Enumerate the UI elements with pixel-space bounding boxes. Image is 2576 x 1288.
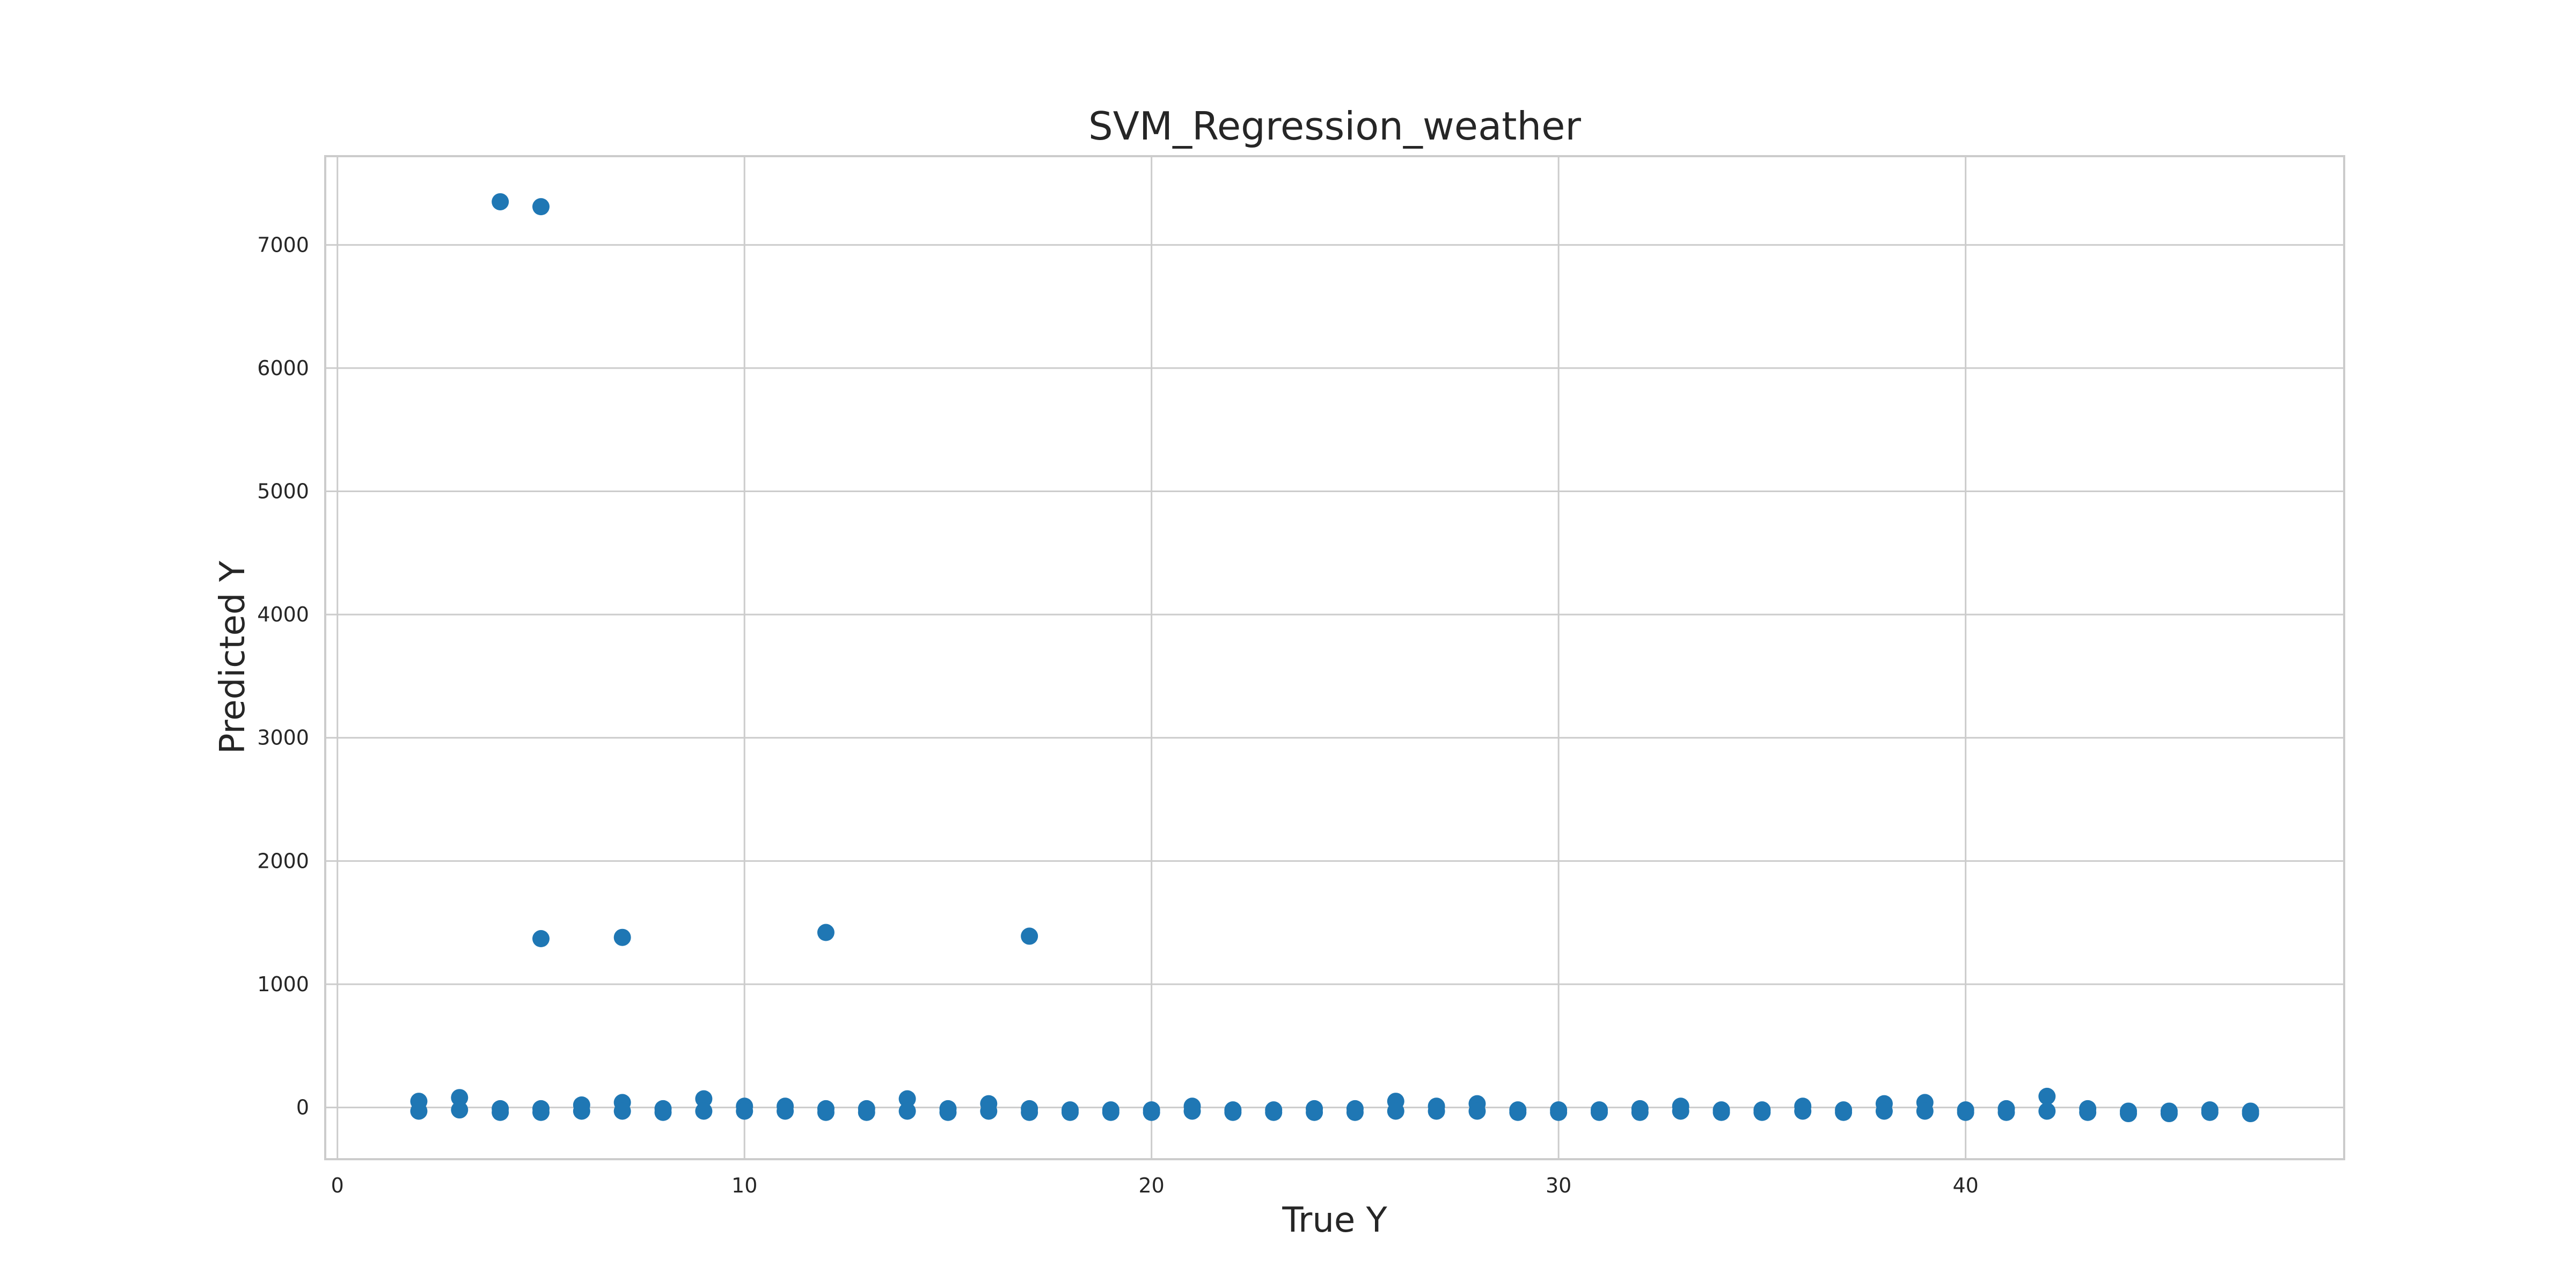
- y-tick-label: 4000: [257, 603, 309, 626]
- data-point: [1509, 1103, 1527, 1121]
- data-point: [817, 924, 835, 941]
- ticks-layer: 0 10 20 30 40 0 1000 2000 3000 4000 5000 6000 7000: [257, 233, 1979, 1197]
- data-point: [898, 1102, 916, 1120]
- data-point: [1794, 1102, 1812, 1120]
- y-tick-label: 5000: [257, 480, 309, 503]
- y-tick-label: 3000: [257, 726, 309, 750]
- data-point: [1061, 1103, 1079, 1121]
- y-tick-label: 2000: [257, 849, 309, 873]
- data-point: [2038, 1102, 2056, 1120]
- data-point: [1835, 1103, 1853, 1121]
- data-point: [1306, 1103, 1323, 1121]
- data-point: [532, 198, 550, 216]
- data-point: [2160, 1105, 2178, 1123]
- x-tick-label: 30: [1546, 1174, 1571, 1197]
- data-point: [1916, 1102, 1934, 1120]
- data-point: [736, 1102, 753, 1120]
- y-tick-label: 7000: [257, 233, 309, 257]
- data-point: [1550, 1103, 1568, 1121]
- data-point: [777, 1102, 794, 1120]
- data-point: [613, 928, 631, 946]
- y-axis-label: Predicted Y: [213, 560, 253, 754]
- data-point: [1387, 1102, 1404, 1120]
- data-point: [939, 1103, 957, 1121]
- data-point: [980, 1102, 998, 1120]
- grid-layer: [325, 156, 2344, 1159]
- points-layer: [410, 193, 2259, 1123]
- data-point: [1631, 1103, 1649, 1121]
- data-point: [492, 193, 509, 210]
- x-tick-label: 40: [1952, 1174, 1978, 1197]
- data-point: [1021, 1103, 1038, 1121]
- data-point: [1265, 1103, 1283, 1121]
- data-point: [492, 1103, 509, 1121]
- data-point: [532, 930, 550, 948]
- data-point: [1997, 1103, 2015, 1121]
- data-point: [1224, 1103, 1242, 1121]
- data-point: [695, 1102, 713, 1120]
- data-point: [1713, 1103, 1730, 1121]
- data-point: [1672, 1102, 1689, 1120]
- data-point: [1102, 1103, 1119, 1121]
- plot-area-frame: [324, 155, 2345, 1160]
- data-point: [2242, 1105, 2259, 1123]
- x-tick-label: 0: [331, 1174, 344, 1197]
- data-point: [2201, 1103, 2219, 1121]
- data-point: [573, 1102, 590, 1120]
- data-point: [1591, 1103, 1608, 1121]
- data-point: [654, 1103, 672, 1121]
- data-point: [817, 1103, 835, 1121]
- data-point: [1957, 1103, 1974, 1121]
- data-point: [1753, 1103, 1771, 1121]
- x-tick-label: 10: [731, 1174, 757, 1197]
- chart-title: SVM_Regression_weather: [1088, 104, 1581, 149]
- y-tick-label: 6000: [257, 356, 309, 380]
- x-axis-label: True Y: [1282, 1201, 1387, 1240]
- data-point: [1428, 1102, 1445, 1120]
- data-point: [1183, 1102, 1201, 1120]
- data-point: [2079, 1103, 2097, 1121]
- data-point: [1346, 1103, 1364, 1121]
- data-point: [858, 1103, 875, 1121]
- data-point: [2038, 1087, 2056, 1105]
- data-point: [1468, 1102, 1486, 1120]
- data-point: [1021, 927, 1038, 945]
- data-point: [410, 1102, 428, 1120]
- y-tick-label: 0: [296, 1096, 309, 1119]
- y-tick-label: 1000: [257, 972, 309, 996]
- data-point: [898, 1090, 916, 1108]
- data-point: [1143, 1103, 1160, 1121]
- data-point: [695, 1090, 713, 1108]
- data-point: [532, 1103, 550, 1121]
- data-point: [1875, 1102, 1893, 1120]
- x-tick-label: 20: [1139, 1174, 1165, 1197]
- data-point: [451, 1089, 469, 1107]
- data-point: [613, 1102, 631, 1120]
- data-point: [451, 1101, 469, 1119]
- data-point: [2120, 1105, 2138, 1123]
